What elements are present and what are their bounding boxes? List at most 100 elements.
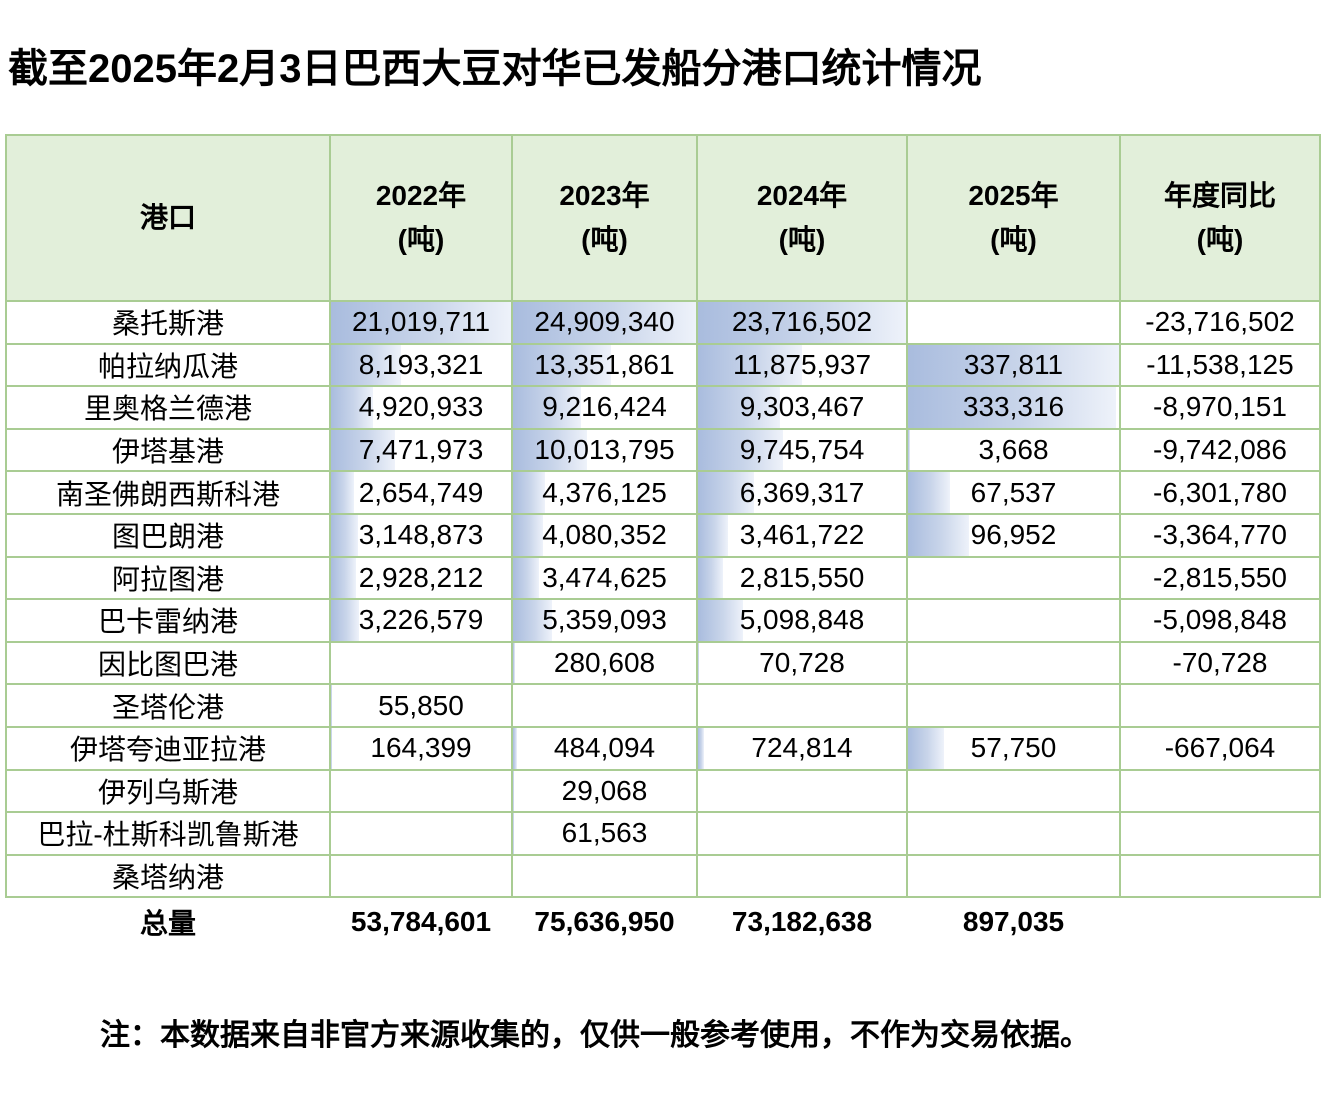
total-row: 总量 53,784,601 75,636,950 73,182,638 897,…	[6, 897, 1320, 947]
data-bar	[699, 515, 729, 555]
cell-yoy	[1119, 853, 1321, 899]
data-bar	[332, 601, 359, 640]
header-yoy-line2: (吨)	[1196, 224, 1244, 255]
data-bar	[514, 302, 695, 342]
data-bar	[699, 728, 705, 768]
cell-2022: 164,399	[329, 725, 513, 771]
cell-2024: 9,303,467	[696, 385, 908, 430]
cell-2023: 10,013,795	[511, 427, 698, 473]
table-row: 圣塔伦港 55,850	[5, 683, 1321, 728]
cell-2025: 3,668	[906, 427, 1121, 473]
data-bar	[332, 430, 395, 470]
total-2022: 53,784,601	[330, 897, 512, 947]
cell-2025	[906, 640, 1121, 686]
cell-2024: 11,875,937	[696, 342, 908, 388]
cell-2025	[906, 683, 1121, 728]
total-2025: 897,035	[907, 897, 1120, 947]
data-bar	[514, 473, 546, 512]
cell-2024: 6,369,317	[696, 470, 908, 515]
cell-port: 圣塔伦港	[5, 683, 331, 728]
cell-yoy: -3,364,770	[1119, 512, 1321, 558]
cell-yoy: -6,301,780	[1119, 470, 1321, 515]
total-2023: 75,636,950	[512, 897, 697, 947]
cell-2022: 3,148,873	[329, 512, 513, 558]
data-bar	[332, 388, 374, 427]
header-yoy: 年度同比 (吨)	[1119, 134, 1321, 302]
header-2022-line2: (吨)	[397, 224, 445, 255]
data-bar	[699, 601, 743, 640]
cell-2024	[696, 683, 908, 728]
data-bar	[514, 643, 516, 683]
cell-2023: 5,359,093	[511, 598, 698, 643]
data-bar	[514, 728, 517, 768]
cell-port: 南圣佛朗西斯科港	[5, 470, 331, 515]
cell-2024: 724,814	[696, 725, 908, 771]
cell-yoy: -11,538,125	[1119, 342, 1321, 388]
data-bar	[514, 430, 587, 470]
cell-2025	[906, 768, 1121, 814]
header-2023-line2: (吨)	[581, 224, 628, 255]
cell-2022: 4,920,933	[329, 385, 513, 430]
cell-2022: 8,193,321	[329, 342, 513, 388]
cell-port: 桑托斯港	[5, 300, 331, 345]
cell-2023: 280,608	[511, 640, 698, 686]
data-bar	[332, 302, 510, 342]
cell-2024	[696, 853, 908, 899]
header-2023: 2023年 (吨)	[511, 134, 698, 302]
data-bar	[909, 473, 951, 512]
data-bar	[332, 558, 357, 598]
cell-2023: 24,909,340	[511, 300, 698, 345]
header-2025-line1: 2025年	[968, 180, 1059, 211]
cell-port: 因比图巴港	[5, 640, 331, 686]
cell-yoy: -2,815,550	[1119, 555, 1321, 601]
cell-2023: 4,376,125	[511, 470, 698, 515]
cell-port: 里奥格兰德港	[5, 385, 331, 430]
header-port-label: 港口	[139, 202, 196, 233]
cell-2022	[329, 640, 513, 686]
cell-yoy: -23,716,502	[1119, 300, 1321, 345]
data-bar	[332, 728, 333, 768]
total-label: 总量	[6, 897, 330, 947]
cell-2023: 9,216,424	[511, 385, 698, 430]
data-bar	[332, 473, 354, 512]
cell-2024: 5,098,848	[696, 598, 908, 643]
cell-yoy: -8,970,151	[1119, 385, 1321, 430]
header-yoy-line1: 年度同比	[1163, 180, 1276, 211]
cell-2025: 67,537	[906, 470, 1121, 515]
cell-2024: 9,745,754	[696, 427, 908, 473]
data-bar	[514, 558, 539, 598]
cell-2025	[906, 300, 1121, 345]
cell-2023	[511, 853, 698, 899]
header-row: 港口 2022年 (吨) 2023年 (吨) 2024年 (吨) 2025年 (…	[5, 134, 1321, 302]
header-2022: 2022年 (吨)	[329, 134, 513, 302]
cell-port: 帕拉纳瓜港	[5, 342, 331, 388]
cell-port: 阿拉图港	[5, 555, 331, 601]
table-row: 南圣佛朗西斯科港 2,654,749 4,376,125 6,369,317 6…	[5, 470, 1321, 515]
cell-yoy	[1119, 768, 1321, 814]
data-bar	[699, 473, 754, 512]
cell-2024: 2,815,550	[696, 555, 908, 601]
data-bar	[699, 558, 723, 598]
cell-2022: 21,019,711	[329, 300, 513, 345]
cell-2024: 23,716,502	[696, 300, 908, 345]
data-bar	[698, 643, 699, 684]
cell-2025	[906, 853, 1121, 899]
cell-2023	[511, 683, 698, 728]
table-row: 巴拉-杜斯科凯鲁斯港 61,563	[5, 811, 1321, 856]
data-bar	[909, 430, 911, 470]
cell-2024	[696, 768, 908, 814]
cell-yoy: -5,098,848	[1119, 598, 1321, 643]
data-bar	[699, 388, 780, 427]
cell-2024: 3,461,722	[696, 512, 908, 558]
cell-yoy: -9,742,086	[1119, 427, 1321, 473]
cell-2024	[696, 811, 908, 856]
table-row: 因比图巴港 280,608 70,728 -70,728	[5, 640, 1321, 686]
cell-2025: 57,750	[906, 725, 1121, 771]
cell-2025	[906, 555, 1121, 601]
data-bar	[699, 345, 803, 385]
cell-port: 伊塔夸迪亚拉港	[5, 725, 331, 771]
cell-2022: 3,226,579	[329, 598, 513, 643]
cell-2022	[329, 811, 513, 856]
cell-yoy	[1119, 683, 1321, 728]
footnote: 注：本数据来自非官方来源收集的，仅供一般参考使用，不作为交易依据。	[100, 1019, 1090, 1053]
